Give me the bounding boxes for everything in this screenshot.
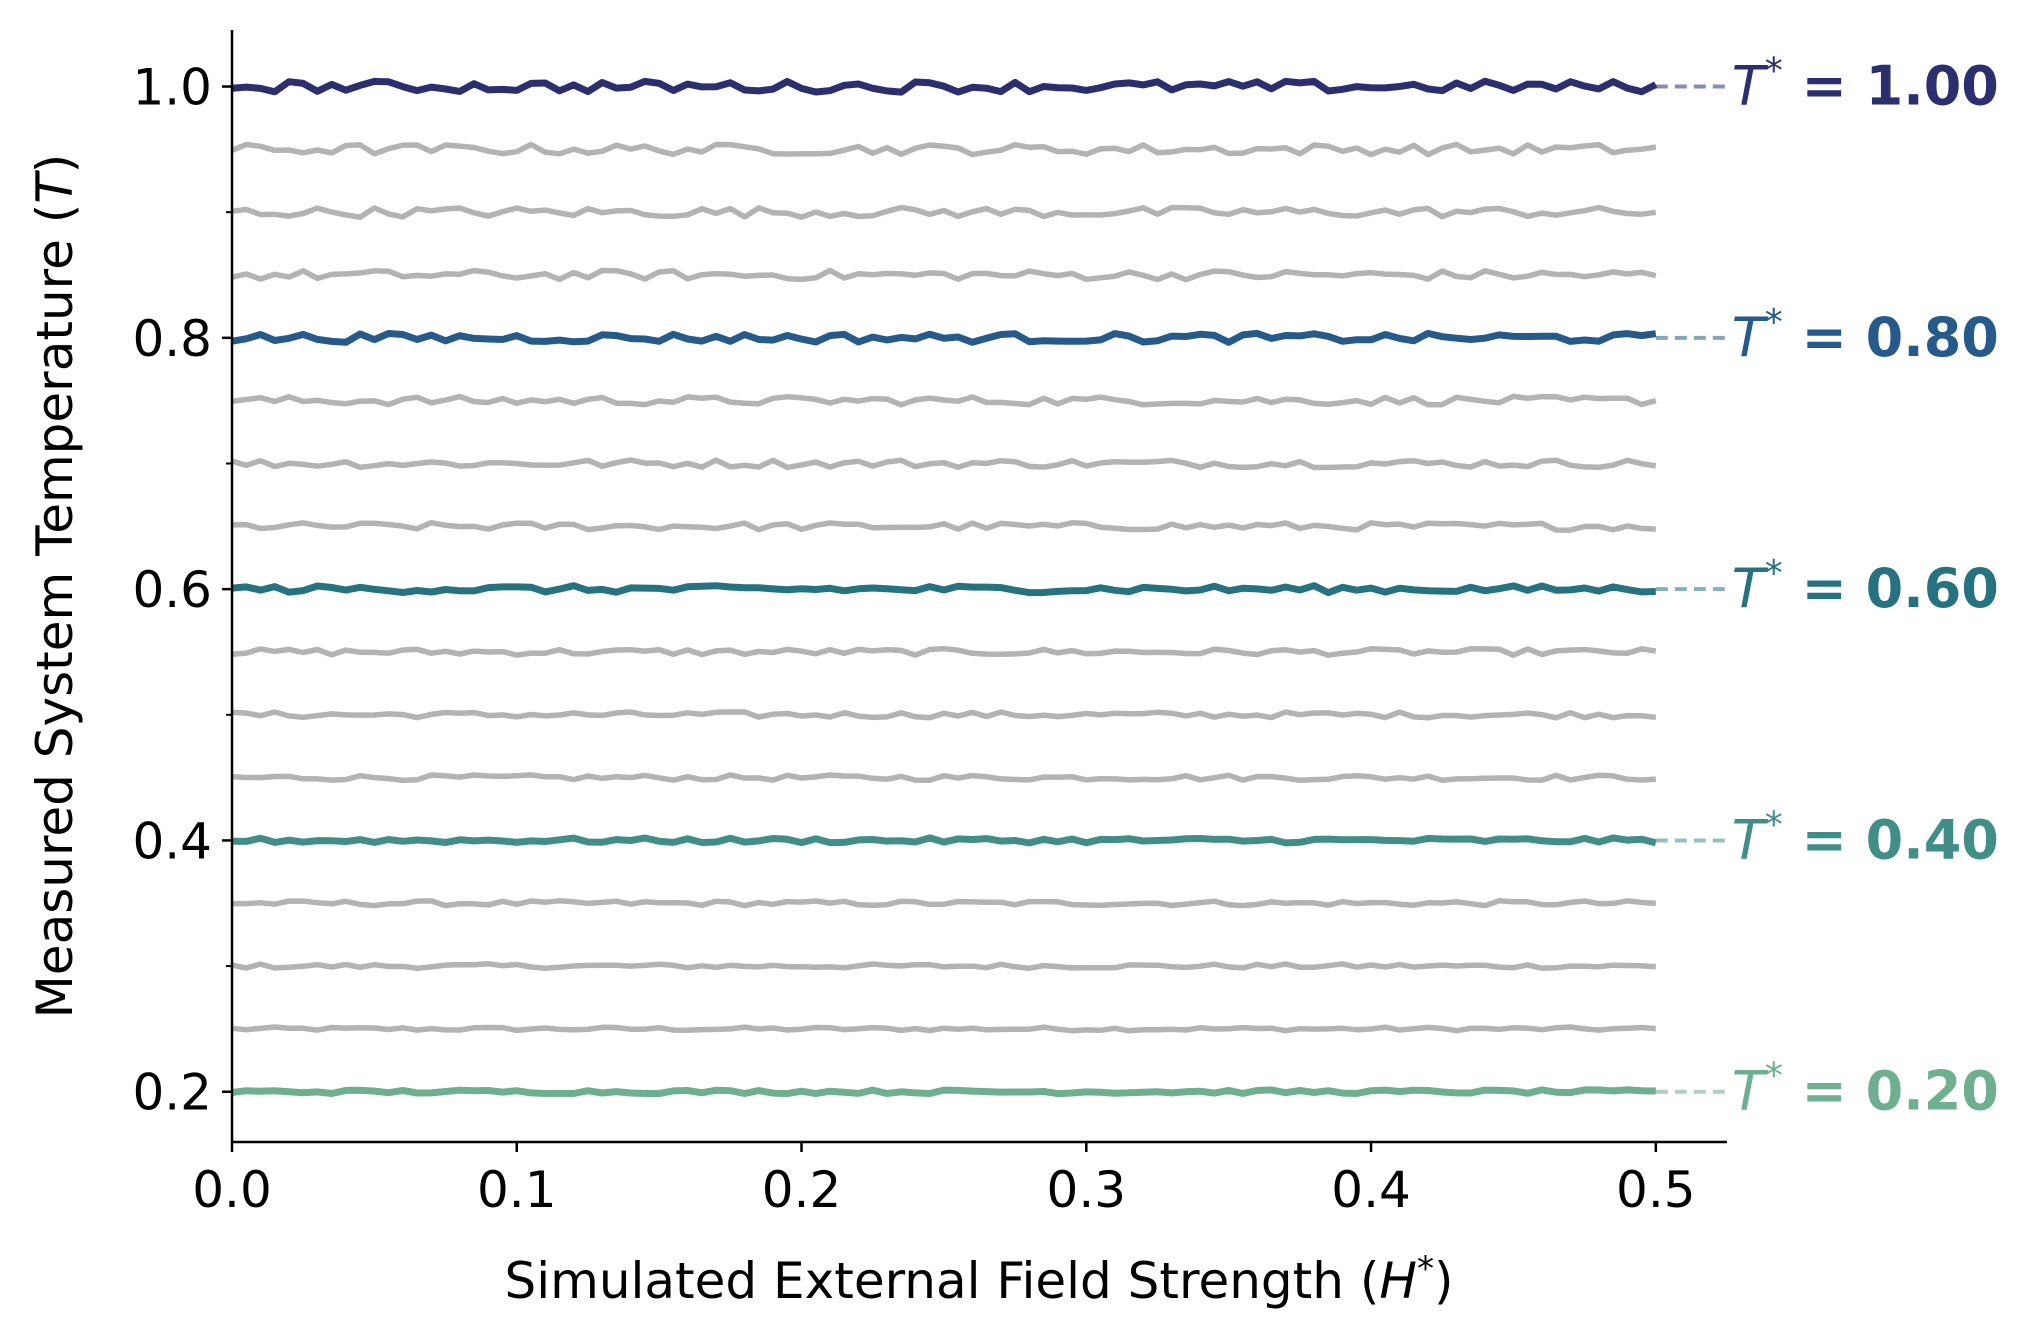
x-axis-title-symbol: H [1379,1252,1417,1310]
y-tick-label: 0.6 [132,561,212,619]
x-tick-label: 0.3 [1047,1161,1127,1219]
x-axis-title-text: Simulated External Field Strength [504,1252,1343,1310]
series-line-0.90 [231,204,1657,220]
series-line-0.60 [231,582,1656,597]
x-tick-label: 0.2 [762,1161,842,1219]
x-tick-label: 0.1 [477,1161,557,1219]
series-line-0.50 [231,709,1657,721]
series-line-0.20 [231,1086,1656,1098]
series-label-0.40: T* = 0.40 [1732,804,1999,871]
series-label-0.20: T* = 0.20 [1732,1056,1999,1123]
series-label-1.00: T* = 1.00 [1732,51,1999,118]
series-line-0.30 [231,961,1657,972]
x-tick-label: 0.4 [1331,1161,1411,1219]
series-line-0.55 [231,645,1657,658]
y-tick-label: 0.4 [132,812,212,870]
series-line-0.45 [231,772,1656,784]
series-line-0.95 [230,141,1657,158]
series-line-0.40 [231,834,1657,847]
y-tick-label: 0.8 [132,310,212,368]
x-tick-label: 0.0 [192,1161,272,1219]
series-line-0.80 [231,329,1657,346]
labels-layer: T* = 0.20 T* = 0.40 T* = 0.60 T* = 0.80 T* =… [1655,51,1999,1123]
series-line-1.00 [231,77,1658,96]
series-line-0.75 [231,393,1657,408]
series-line-0.25 [231,1024,1657,1034]
axes-layer [230,30,1727,1144]
y-tick-label: 1.0 [132,59,212,117]
y-axis-title-text: Measured System Temperature [26,239,84,1018]
series-line-0.65 [231,519,1656,533]
series-label-0.60: T* = 0.60 [1732,553,1999,620]
x-axis-title: Simulated External Field Strength (H*) [504,1249,1453,1310]
series-line-0.70 [231,457,1657,471]
series-label-0.80: T* = 0.80 [1732,302,1999,369]
y-tick-label: 0.2 [132,1064,212,1122]
y-axis-title: Measured System Temperature (T) [26,154,84,1019]
ticks-layer: 0.0 0.1 0.2 0.3 0.4 0.5 0.2 0.4 0.6 0.8 1.0 [132,59,1695,1219]
series-line-0.85 [231,267,1657,283]
series-line-0.35 [232,898,1656,909]
series-layer [230,77,1658,1098]
y-axis-title-symbol: T [26,170,84,204]
x-tick-label: 0.5 [1616,1161,1696,1219]
